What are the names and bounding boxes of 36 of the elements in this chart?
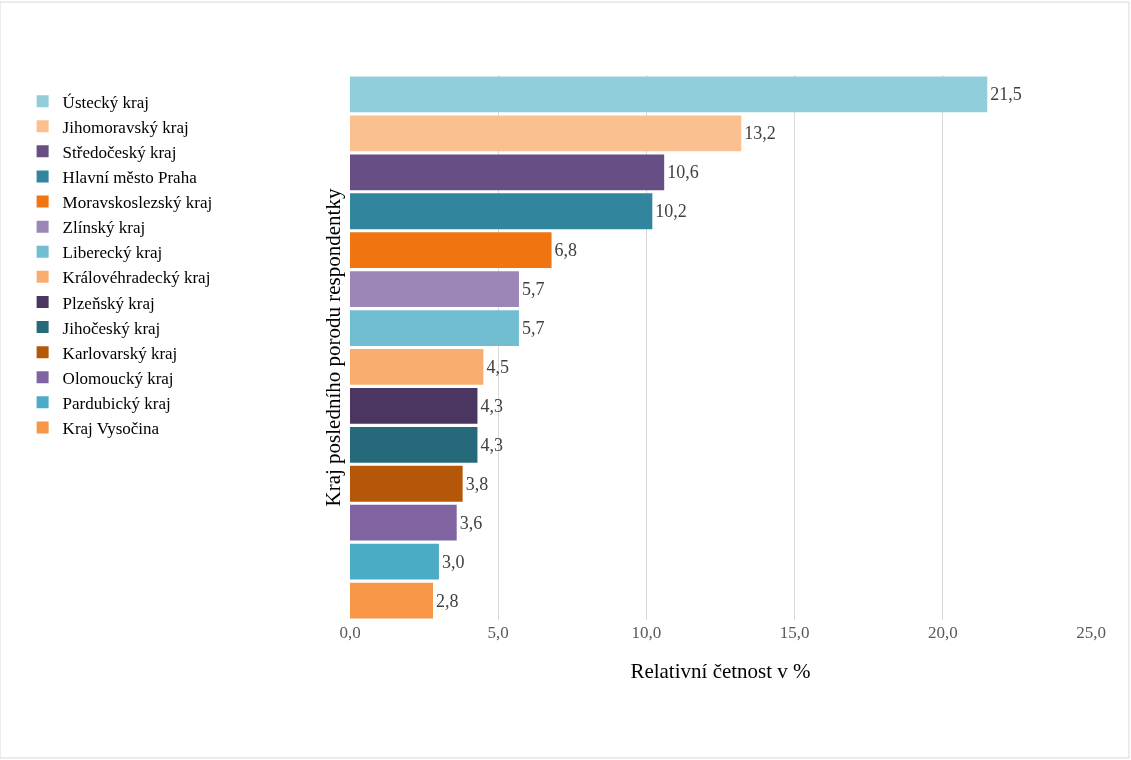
legend-label: Jihomoravský kraj <box>62 117 189 137</box>
legend-label: Pardubický kraj <box>62 393 171 413</box>
legend-label: Kraj Vysočina <box>62 419 160 439</box>
data-label: 5,7 <box>521 279 545 300</box>
data-label: 6,8 <box>554 240 578 261</box>
data-label: 4,5 <box>486 356 509 377</box>
x-tick-label: 20,0 <box>927 623 958 642</box>
data-label: 4,3 <box>480 395 503 416</box>
legend-label: Moravskoslezský kraj <box>62 193 213 213</box>
legend-label: Královéhradecký kraj <box>62 268 211 288</box>
x-tick-label: 5,0 <box>487 623 509 642</box>
legend-label: Liberecký kraj <box>62 243 163 263</box>
data-label: 4,3 <box>480 434 503 455</box>
data-label: 21,5 <box>990 84 1022 105</box>
legend-label: Plzeňský kraj <box>62 293 155 313</box>
data-label: 10,2 <box>655 201 687 222</box>
data-label: 5,7 <box>521 318 545 339</box>
data-label: 10,6 <box>667 162 699 183</box>
legend-label: Jihočeský kraj <box>62 318 161 338</box>
x-tick-label: 15,0 <box>779 623 810 642</box>
data-label: 3,8 <box>465 473 489 494</box>
x-tick-label: 25,0 <box>1076 623 1106 642</box>
data-label: 3,0 <box>441 551 465 572</box>
y-axis-title: Kraj posledního porodu respondentky <box>321 188 346 507</box>
legend-label: Středočeský kraj <box>62 142 177 162</box>
legend-label: Zlínský kraj <box>62 218 146 238</box>
x-tick-label: 0,0 <box>339 623 361 642</box>
x-tick-label: 10,0 <box>631 623 662 642</box>
legend-label: Hlavní město Praha <box>62 168 198 188</box>
legend-label: Olomoucký kraj <box>62 368 174 388</box>
x-axis-title: Relativní četnost v % <box>630 659 811 684</box>
data-label: 2,8 <box>435 590 459 611</box>
data-label: 13,2 <box>744 123 776 144</box>
legend-label: Karlovarský kraj <box>62 343 178 363</box>
legend-label: Ústecký kraj <box>62 92 150 112</box>
data-label: 3,6 <box>459 512 483 533</box>
